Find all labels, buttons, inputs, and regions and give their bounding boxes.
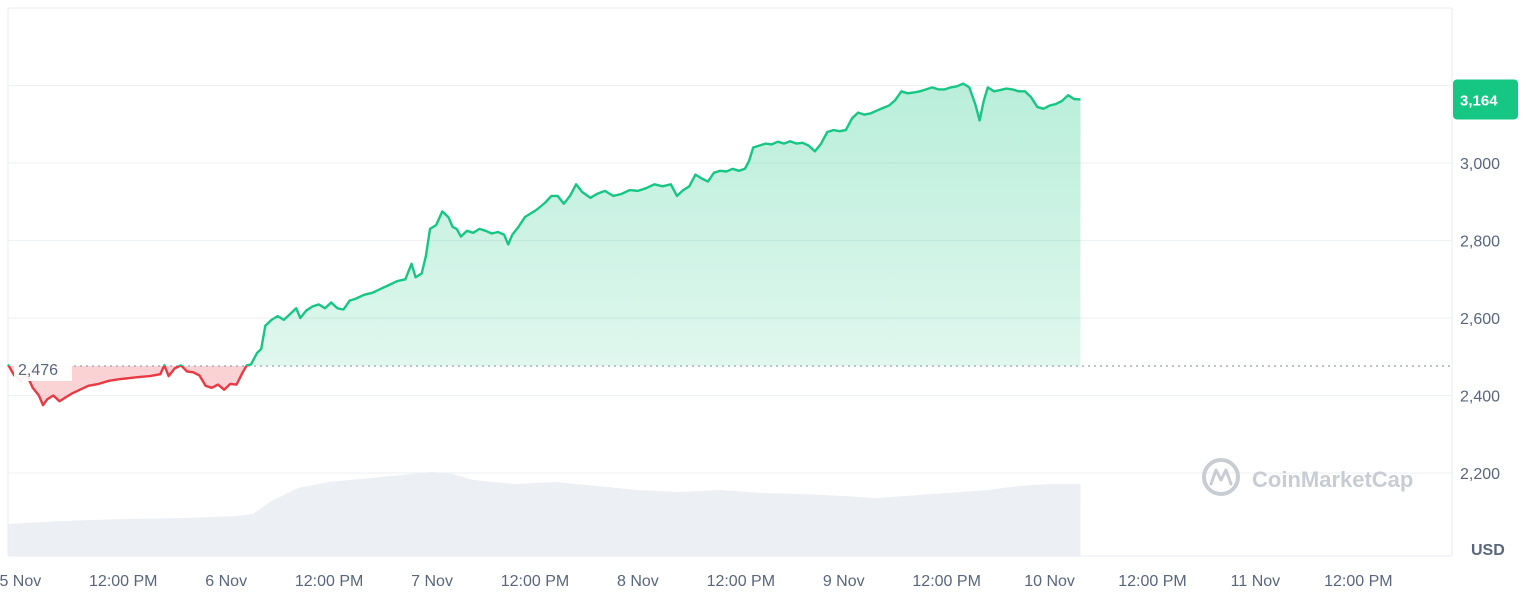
y-tick-label: 2,200 — [1460, 466, 1500, 483]
x-tick-label: 11 Nov — [1231, 573, 1281, 590]
x-tick-label: 9 Nov — [823, 573, 865, 590]
baseline-label: 2,476 — [14, 357, 72, 381]
y-tick-label: 2,600 — [1460, 311, 1500, 328]
watermark: CoinMarketCap — [1202, 458, 1413, 496]
price-areas — [8, 83, 1081, 406]
volume-fill — [8, 472, 1081, 556]
x-tick-label: 12:00 PM — [295, 573, 363, 590]
x-tick-label: 7 Nov — [411, 573, 453, 590]
x-tick-label: 12:00 PM — [501, 573, 569, 590]
watermark-text: CoinMarketCap — [1252, 467, 1413, 492]
x-tick-label: 12:00 PM — [707, 573, 775, 590]
last-price-badge: 3,164 — [1453, 79, 1518, 120]
price-line-down — [7, 366, 250, 407]
last-price-text: 3,164 — [1460, 92, 1498, 109]
x-tick-label: 5 Nov — [0, 573, 41, 590]
y-tick-label: 2,800 — [1460, 234, 1500, 251]
y-tick-label: 3,000 — [1460, 156, 1500, 173]
grid-lines — [8, 84, 1452, 474]
price-line-up — [6, 82, 1081, 367]
gain-area — [8, 83, 1081, 367]
x-axis-ticks: 5 Nov 12:00 PM 6 Nov 12:00 PM 7 Nov 12:00 PM 8… — [0, 573, 1393, 590]
y-axis-ticks: 2,200 2,400 2,600 2,800 3,000 — [1460, 156, 1500, 483]
x-tick-label: 12:00 PM — [912, 573, 980, 590]
x-tick-label: 12:00 PM — [89, 573, 157, 590]
x-tick-label: 12:00 PM — [1118, 573, 1186, 590]
volume-area — [8, 472, 1081, 556]
y-tick-label: 2,400 — [1460, 389, 1500, 406]
x-tick-label: 8 Nov — [617, 573, 659, 590]
x-tick-label: 10 Nov — [1024, 573, 1075, 590]
baseline-label-text: 2,476 — [18, 362, 58, 379]
loss-area — [8, 366, 1081, 406]
price-lines — [6, 82, 1081, 407]
x-tick-label: 12:00 PM — [1324, 573, 1392, 590]
x-tick-label: 6 Nov — [205, 573, 247, 590]
currency-label: USD — [1471, 542, 1505, 559]
coinmarketcap-logo-icon — [1202, 458, 1240, 496]
